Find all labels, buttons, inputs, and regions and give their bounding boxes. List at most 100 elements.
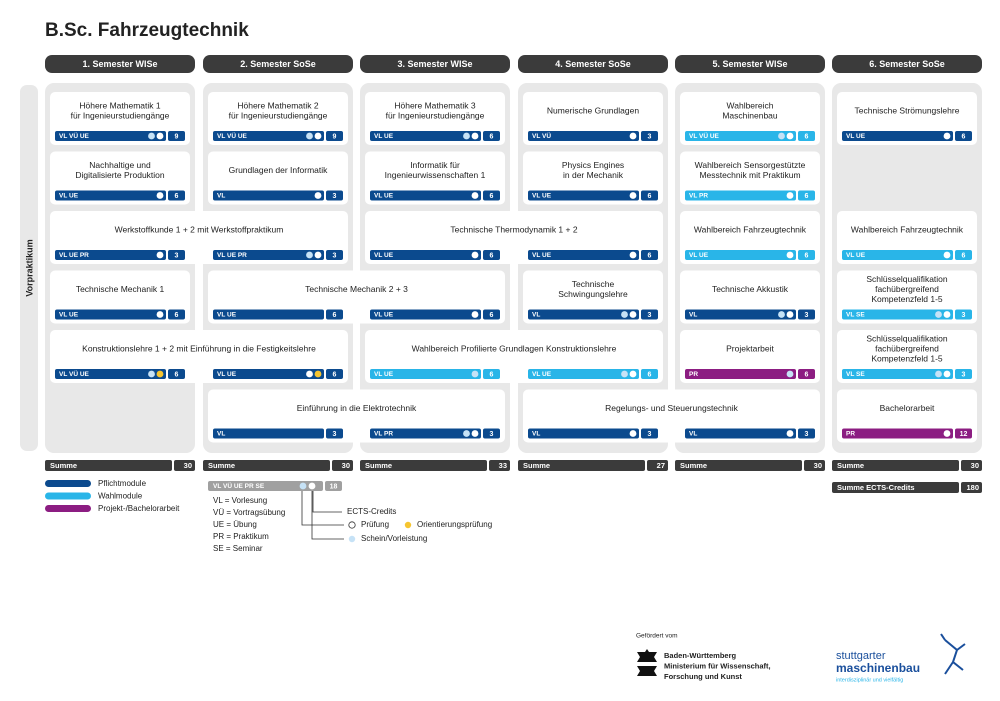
module-title: für Ingenieurstudiengänge: [386, 110, 485, 120]
module-title: Einführung in die Elektrotechnik: [297, 403, 417, 413]
sum-box: [961, 460, 982, 471]
status-dot: [471, 192, 479, 199]
brand-emblem: [940, 633, 966, 675]
status-dot: [943, 251, 951, 259]
ects-value: 3: [333, 193, 337, 200]
status-dot: [629, 370, 637, 378]
module-tags: VL UE: [846, 252, 866, 259]
status-dot: [778, 311, 785, 318]
module-title: Ingenieurwissenschaften 1: [385, 170, 486, 180]
example-dot: [299, 482, 307, 490]
module-bar: [55, 369, 166, 379]
ects-value: 6: [962, 133, 966, 140]
module-bar: [213, 131, 324, 141]
semester-label: 6. Semester SoSe: [869, 59, 945, 69]
module-tags: VL: [532, 431, 540, 438]
ects-value: 6: [490, 133, 494, 140]
status-dot: [786, 430, 794, 437]
module-title: Messtechnik mit Praktikum: [699, 170, 800, 180]
status-dot: [786, 251, 794, 259]
module-title: für Ingenieurstudiengänge: [229, 110, 328, 120]
module-title: Physics Engines: [562, 160, 624, 170]
module-title: Werkstoffkunde 1 + 2 mit Werkstoffprakti…: [115, 224, 284, 234]
status-dot: [314, 370, 322, 378]
ects-box: [168, 369, 185, 379]
ects-box: [326, 250, 343, 260]
abbreviation: UE = Übung: [213, 520, 257, 529]
module-bar: [213, 428, 324, 439]
module-bar: [528, 309, 639, 320]
ects-value: 6: [805, 252, 809, 259]
module-title: Technische Strömungslehre: [855, 105, 960, 115]
status-dot: [786, 132, 794, 140]
ministry-line: Ministerium für Wissenschaft,: [664, 661, 771, 670]
status-dot: [314, 192, 322, 199]
status-dot: [471, 132, 479, 140]
ects-value: 6: [490, 371, 494, 378]
module-title: Schlüsselqualifikation: [866, 333, 948, 343]
module-title: für Ingenieurstudiengänge: [71, 110, 170, 120]
module-tags: VL UE PR: [59, 252, 89, 259]
module-bar: [842, 250, 953, 260]
module-bar: [55, 190, 166, 201]
ects-box: [798, 190, 815, 201]
status-dot: [471, 430, 479, 437]
ects-box: [483, 369, 500, 379]
ects-value: 9: [175, 133, 179, 140]
ects-box: [483, 131, 500, 141]
module-tags: VL VÜ: [532, 131, 551, 140]
legend-swatch: [45, 505, 91, 512]
ects-value: 6: [490, 252, 494, 259]
status-dot: [471, 251, 479, 259]
module-bar: [528, 190, 639, 201]
module-title: Technische: [572, 279, 615, 289]
legend-label: Projekt-/Bachelorarbeit: [98, 504, 180, 513]
status-dot: [629, 132, 637, 140]
status-dot: [306, 370, 313, 378]
module-tags: VL UE: [217, 312, 237, 319]
module-title: fachübergreifend: [875, 284, 939, 294]
module-title: Bachelorarbeit: [880, 403, 935, 413]
ects-value: 6: [648, 252, 652, 259]
ministry-line: Baden-Württemberg: [664, 651, 737, 660]
module-tags: VL VÜ UE: [689, 131, 720, 140]
ects-value: 3: [962, 371, 966, 378]
module-bar: [528, 369, 639, 379]
status-dot: [629, 192, 637, 199]
module-tags: PR: [689, 371, 698, 378]
ects-box: [955, 131, 972, 141]
pruefung-dot: [348, 521, 356, 529]
module-title: Grundlagen der Informatik: [229, 165, 328, 175]
module-bar: [370, 309, 481, 320]
sum-label: Summe: [837, 461, 864, 470]
brand-line: stuttgarter: [836, 650, 886, 662]
module-bar: [528, 250, 639, 260]
module-tags: VL UE: [532, 252, 552, 259]
module-bar: [213, 250, 324, 260]
module-title: Technische Mechanik 2 + 3: [305, 284, 408, 294]
module-title: Höhere Mathematik 1: [79, 100, 161, 110]
example-tags: VL VÜ UE PR SE: [213, 481, 265, 490]
module-tags: VL UE: [532, 193, 552, 200]
ects-box: [483, 190, 500, 201]
ects-box: [798, 428, 815, 439]
abbreviation: PR = Praktikum: [213, 532, 269, 541]
module-title: Wahlbereich Profilierte Grundlagen Konst…: [412, 343, 617, 353]
ects-value: 3: [648, 431, 652, 438]
module-bar: [55, 250, 166, 260]
module-title: Kompetenzfeld 1-5: [871, 353, 943, 363]
module-bar: [370, 428, 481, 439]
sum-value: 30: [342, 461, 350, 470]
total-box: [961, 482, 982, 493]
status-dot: [156, 370, 164, 378]
status-dot: [463, 430, 470, 437]
sum-bar: [360, 460, 487, 471]
ects-box: [326, 428, 343, 439]
example-ects: 18: [330, 483, 338, 490]
example-dot: [308, 482, 316, 490]
module-tags: VL UE: [532, 371, 552, 378]
semester-header: [518, 55, 668, 73]
ects-value: 3: [805, 312, 809, 319]
ects-legend: ECTS-Credits: [347, 507, 396, 516]
